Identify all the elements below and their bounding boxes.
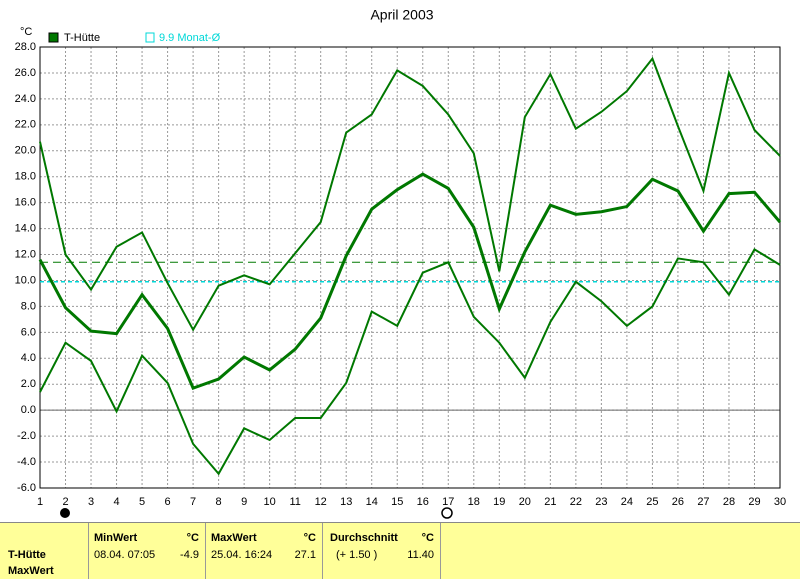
line-high: [39, 56, 781, 332]
x-tick-label: 25: [646, 496, 658, 508]
y-tick-label: 20.0: [15, 145, 36, 157]
x-tick-label: 2: [62, 496, 68, 508]
plot-frame: [39, 46, 781, 489]
column: MaxWert °C 25.04. 16:24 27.1: [205, 523, 323, 579]
cell: -4.9: [180, 549, 199, 561]
y-tick-label: 4.0: [21, 352, 36, 364]
legend-label: 9.9 Monat-Ø: [159, 32, 221, 44]
y-tick-label: 16.0: [15, 197, 36, 209]
column: T-Hütte MaxWert: [0, 523, 89, 579]
y-tick-label: 8.0: [21, 300, 36, 312]
x-tick-label: 7: [190, 496, 196, 508]
header: °C: [303, 532, 316, 544]
y-tick-label: 26.0: [15, 67, 36, 79]
x-tick-label: 9: [241, 496, 247, 508]
x-tick-label: 15: [391, 496, 403, 508]
line-low: [39, 247, 781, 476]
y-tick-label: -6.0: [17, 482, 36, 494]
x-tick-label: 19: [493, 496, 505, 508]
x-tick-label: 16: [417, 496, 429, 508]
y-tick-label: 24.0: [15, 93, 36, 105]
summary-table: T-Hütte MaxWert MinWert °C 08.04. 07:05 …: [0, 522, 800, 579]
x-tick-label: 21: [544, 496, 556, 508]
y-tick-label: 2.0: [21, 378, 36, 390]
cell: 11.40: [407, 549, 434, 561]
full-moon-icon: [441, 507, 453, 519]
y-tick-label: 22.0: [15, 119, 36, 131]
x-tick-label: 29: [748, 496, 760, 508]
x-tick-label: 4: [113, 496, 119, 508]
x-tick-label: 12: [315, 496, 327, 508]
line-values: [38, 172, 782, 391]
x-tick-label: 24: [621, 496, 633, 508]
x-tick-label: 30: [774, 496, 786, 508]
cell: 25.04. 16:24: [211, 549, 273, 561]
header: °C: [186, 532, 199, 544]
legend-swatch: [48, 32, 59, 43]
row-label: T-Hütte: [8, 549, 46, 561]
x-tick-label: 13: [340, 496, 352, 508]
header: °C: [421, 532, 434, 544]
y-tick-label: 0.0: [21, 404, 36, 416]
x-tick-label: 18: [468, 496, 480, 508]
header: MaxWert: [211, 532, 257, 544]
chart: April 2003 °C -6.0 -4.0 -2.0 0.0 2.0 4.0 6.0 8.…: [15, 7, 786, 519]
x-tick-label: 22: [570, 496, 582, 508]
header: MinWert: [94, 532, 138, 544]
x-tick-label: 1: [37, 496, 43, 508]
x-tick-label: 14: [366, 496, 378, 508]
x-tick-label: 11: [289, 496, 300, 508]
x-tick-label: 20: [519, 496, 531, 508]
cell: 27.1: [294, 549, 316, 561]
y-unit: °C: [20, 26, 32, 38]
x-tick-label: 10: [264, 496, 276, 508]
legend-label: T-Hütte: [64, 32, 100, 44]
cell: (+ 1.50 ): [336, 549, 378, 561]
x-tick-label: 27: [697, 496, 709, 508]
column: MinWert °C 08.04. 07:05 -4.9: [88, 523, 206, 579]
x-tick-label: 8: [216, 496, 222, 508]
x-tick-label: 17: [442, 496, 454, 508]
y-tick-label: 14.0: [15, 222, 36, 234]
column: Durchschnitt °C (+ 1.50 ) 11.40: [322, 523, 441, 579]
x-tick-label: 23: [595, 496, 607, 508]
y-tick-label: -4.0: [17, 456, 36, 468]
y-tick-label: 28.0: [15, 41, 36, 53]
y-tick-label: 12.0: [15, 248, 36, 260]
row-label: MaxWert: [8, 565, 54, 577]
y-tick-label: 10.0: [15, 274, 36, 286]
x-tick-label: 3: [88, 496, 94, 508]
cell: 08.04. 07:05: [94, 549, 156, 561]
x-tick-label: 5: [139, 496, 145, 508]
header: Durchschnitt: [330, 532, 398, 544]
new-moon-icon: [60, 508, 70, 518]
x-tick-label: 28: [723, 496, 735, 508]
chart-title: April 2003: [370, 7, 433, 23]
y-tick-label: 6.0: [21, 326, 36, 338]
x-tick-label: 26: [672, 496, 684, 508]
y-tick-label: -2.0: [17, 430, 36, 442]
y-tick-label: 18.0: [15, 171, 36, 183]
x-tick-label: 6: [165, 496, 171, 508]
legend-swatch: [145, 32, 155, 43]
